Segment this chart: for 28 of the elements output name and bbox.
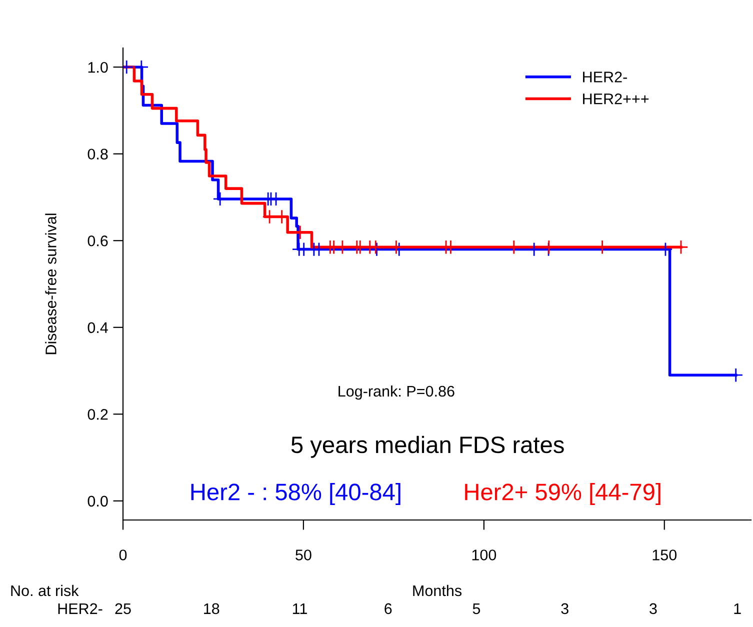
text: 3 [561, 603, 568, 614]
legend-label: HER2+++ [583, 93, 649, 104]
x-tick-label: 150 [652, 550, 677, 560]
text: 3 [650, 603, 657, 614]
x-tick-label: 100 [472, 550, 496, 560]
annotation: 5 years median FDS rates [291, 436, 564, 458]
y-tick-label: 0.8 [88, 148, 108, 160]
y-tick-label: 0.6 [88, 235, 108, 246]
y-tick-label: 0.4 [88, 322, 108, 334]
y-axis-title: Disease-free survival [45, 214, 56, 354]
text: No. at risk [11, 584, 79, 596]
annotation: Log-rank: P=0.86 [338, 385, 454, 400]
text: HER2- [58, 603, 102, 614]
text: 5 [472, 603, 480, 614]
annotation: Her2 - : 58% [40-84] [191, 483, 400, 506]
y-tick-label: 0.2 [88, 409, 108, 420]
x-tick-label: 50 [296, 550, 312, 560]
text: 6 [384, 603, 392, 614]
text: 11 [292, 603, 307, 614]
text: 1 [734, 603, 741, 614]
text: 25 [115, 603, 131, 614]
text: 18 [204, 603, 220, 614]
x-axis-title: Months [413, 584, 462, 596]
y-tick-label: 0.0 [88, 496, 108, 507]
annotation: Her2+ 59% [44-79] [465, 483, 660, 506]
x-tick-label: 0 [119, 550, 127, 560]
legend-label: HER2- [583, 72, 627, 82]
y-tick-label: 1.0 [88, 62, 108, 73]
